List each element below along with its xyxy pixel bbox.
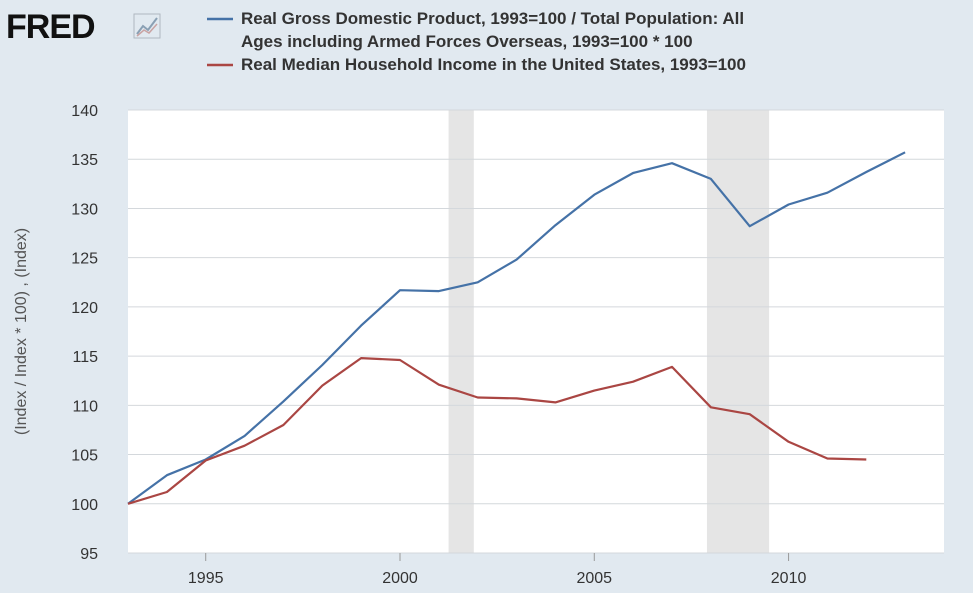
y-tick-label: 95 xyxy=(80,546,98,563)
y-axis-label: (Index / Index * 100) , (Index) xyxy=(13,228,30,435)
legend-label: Ages including Armed Forces Overseas, 19… xyxy=(241,32,693,51)
recession-bands xyxy=(448,110,770,553)
y-tick-label: 125 xyxy=(71,251,98,268)
series-line-gdp-per-capita[interactable] xyxy=(127,151,906,505)
y-tick-label: 130 xyxy=(71,201,98,218)
x-tick-label: 2000 xyxy=(382,570,418,587)
series-lines xyxy=(127,151,906,505)
y-tick-label: 140 xyxy=(71,103,98,120)
y-tick-label: 100 xyxy=(71,497,98,514)
fred-graph-icon xyxy=(133,13,161,39)
recession-band-1 xyxy=(706,110,770,553)
grid-lines xyxy=(128,109,944,554)
y-tick-label: 135 xyxy=(71,152,98,169)
x-tick-label: 2010 xyxy=(771,570,807,587)
y-tick-label: 105 xyxy=(71,448,98,465)
series-line-median-household-income[interactable] xyxy=(127,357,867,505)
y-tick-label: 115 xyxy=(72,349,98,366)
plot-area xyxy=(128,110,944,553)
y-axis-ticks: 95 100 105 110 115 120 125 130 135 140 xyxy=(71,103,98,563)
recession-band-0 xyxy=(448,110,474,553)
y-tick-label: 110 xyxy=(72,398,98,415)
legend-label: Real Gross Domestic Product, 1993=100 / … xyxy=(241,9,744,28)
y-tick-label: 120 xyxy=(71,300,98,317)
x-tick-label: 2005 xyxy=(576,570,612,587)
fred-logo[interactable]: FRED xyxy=(6,8,161,46)
chart-legend: Real Gross Domestic Product, 1993=100 / … xyxy=(207,9,746,74)
x-axis-ticks: 1995 2000 2005 2010 xyxy=(188,553,807,587)
legend-label: Real Median Household Income in the Unit… xyxy=(241,55,746,74)
x-tick-label: 1995 xyxy=(188,570,224,587)
fred-logo-text: FRED xyxy=(6,8,95,46)
